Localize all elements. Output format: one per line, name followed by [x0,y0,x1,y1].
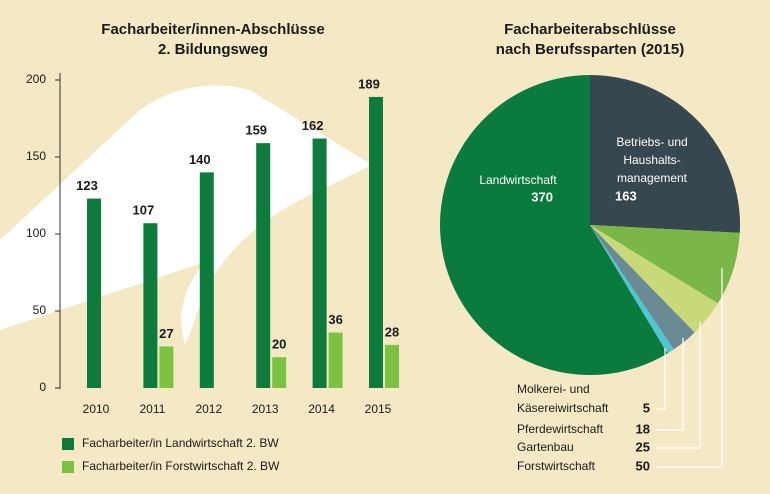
leader-line [656,322,701,449]
bar-value-label: 162 [302,118,324,133]
bar-value-label: 28 [385,324,399,339]
y-tick-label: 100 [26,226,46,240]
slice-value-label: 5 [643,400,650,415]
x-tick-label: 2013 [252,402,279,416]
slice-value-label: 25 [636,439,650,454]
y-tick-label: 200 [26,72,46,86]
pie-slice [590,225,740,304]
chart-subtitle: 2. Bildungsweg [158,41,268,58]
bar-value-label: 159 [245,123,267,138]
bar-value-label: 107 [133,203,155,218]
bar-value-label: 20 [272,337,286,352]
leader-line [656,348,666,410]
bar [87,198,101,388]
pie-slice [590,225,695,350]
x-tick-label: 2014 [308,402,335,416]
chart-title: Facharbeiterabschlüsse nach Berufssparten… [496,21,684,58]
x-tick-label: 2010 [83,402,110,416]
slice-label: Landwirtschaft [479,173,557,187]
slice-value-label: 163 [615,188,637,203]
slice-label: Betriebs- und Haushalts-management [616,135,687,185]
slice-label: Forstwirtschaft [517,459,596,473]
legend-label: Facharbeiter/in Landwirtschaft 2. BW [82,436,279,450]
slice-label: Molkerei- und Käsereiwirtschaft [517,382,609,415]
slice-value-label: 18 [636,421,650,436]
bar-value-label: 123 [76,178,98,193]
y-tick-label: 50 [33,303,47,317]
bar [199,172,214,388]
bar [312,138,327,388]
bar [272,357,287,388]
slice-value-label: 370 [531,189,553,204]
legend-swatch [62,461,74,473]
pie-slice [590,225,674,354]
bar [143,223,158,388]
bar [328,332,343,388]
pie-slice [590,75,741,233]
bar-value-label: 27 [159,326,173,341]
pie-slice [590,225,718,333]
y-tick-label: 0 [39,380,46,394]
bar-value-label: 140 [189,152,211,167]
y-tick-label: 150 [26,149,46,163]
bar-value-label: 36 [328,312,342,327]
bar [256,143,271,388]
bar [159,346,174,388]
pie-slice [440,75,668,376]
slice-value-label: 50 [636,458,650,473]
legend-swatch [62,438,74,450]
x-tick-label: 2011 [139,402,165,416]
x-tick-label: 2012 [195,402,222,416]
leader-line [656,268,723,468]
bar [369,96,383,388]
slice-label: Gartenbau [517,440,574,454]
leader-line [656,338,684,431]
bar [385,344,399,388]
bar-value-label: 189 [358,76,380,91]
chart-title: Facharbeiter/innen-Abschlüsse [101,21,324,38]
legend-label: Facharbeiter/in Forstwirtschaft 2. BW [82,459,280,473]
x-tick-label: 2015 [365,402,392,416]
slice-label: Pferdewirtschaft [517,422,604,436]
